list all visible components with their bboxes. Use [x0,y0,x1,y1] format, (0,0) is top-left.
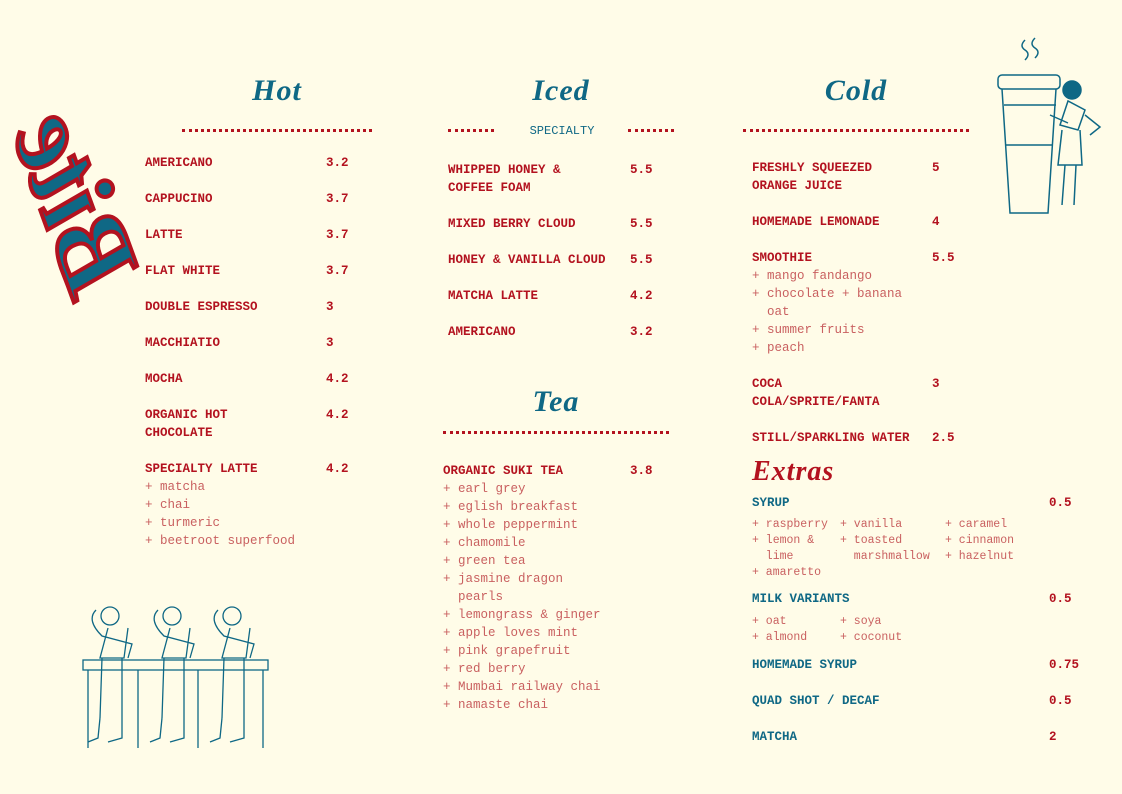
menu-item-price: 3 [326,300,334,314]
menu-item-name: DOUBLE ESPRESSO [145,300,258,314]
menu-item-price: 4.2 [630,289,653,303]
menu-item-name: FLAT WHITE [145,264,221,278]
divider [743,129,969,132]
menu-item-name: MATCHA [752,730,798,744]
extras-options: + raspberry + lemon & lime + amaretto [752,518,828,579]
coffee-cup-illustration [997,37,1102,214]
iced-title: Iced [532,74,590,107]
svg-text:Bite: Bite [0,96,157,312]
menu-item-price: 5 [932,161,940,175]
menu-item-name: MACCHIATIO [145,336,221,350]
divider [628,129,674,132]
menu-item-name: HOMEMADE LEMONADE [752,215,880,229]
menu-item-name: LATTE [145,228,183,242]
menu-item-price: 0.5 [1049,496,1072,510]
menu-item-price: 2.5 [932,431,955,445]
iced-subtitle: SPECIALTY [529,124,595,138]
menu-item-name: HOMEMADE SYRUP [752,658,858,672]
cold-title: Cold [824,74,888,107]
menu-item-name: MOCHA [145,372,183,386]
menu-item-price: 3.8 [630,464,653,478]
menu-item-name: SMOOTHIE [752,251,813,265]
menu-item-name: MILK VARIANTS [752,592,850,606]
extras-options: + soya + coconut [840,615,903,644]
menu-item-price: 3.2 [326,156,349,170]
extras-options: + vanilla + toasted marshmallow [840,518,930,563]
menu-item-price: 0.75 [1049,658,1080,672]
menu-item-name: ORGANIC SUKI TEA [443,464,564,478]
menu-item-price: 3 [932,377,940,391]
menu-item-price: 3.7 [326,228,349,242]
divider [443,431,669,434]
hot-title: Hot [252,74,302,107]
menu-item-price: 5.5 [630,217,653,231]
menu-item-options: + matcha + chai + turmeric + beetroot su… [145,480,296,548]
menu-item-price: 5.5 [630,253,653,267]
menu-item-options: + mango fandango + chocolate + banana oa… [752,269,903,355]
menu-item-price: 4.2 [326,462,349,476]
menu-item-price: 0.5 [1049,592,1072,606]
menu-item-price: 3 [326,336,334,350]
extras-options: + caramel + cinnamon + hazelnut [945,518,1015,563]
menu-item-options: + earl grey + eglish breakfast + whole p… [443,482,601,712]
menu-item-price: 4.2 [326,408,349,422]
menu-item-name: ORGANIC HOT CHOCOLATE [145,408,228,440]
divider [448,129,494,132]
menu-item-name: CAPPUCINO [145,192,213,206]
menu-item-name: FRESHLY SQUEEZED ORANGE JUICE [752,161,873,193]
menu-item-name: AMERICANO [448,325,516,339]
menu-item-name: SPECIALTY LATTE [145,462,258,476]
menu-item-price: 2 [1049,730,1057,744]
menu-item-name: HONEY & VANILLA CLOUD [448,253,606,267]
menu-item-name: COCA COLA/SPRITE/FANTA [752,377,880,409]
menu-item-name: QUAD SHOT / DECAF [752,694,880,708]
menu-item-price: 5.5 [932,251,955,265]
logo: Bite [0,37,168,314]
menu-item-name: STILL/SPARKLING WATER [752,431,910,445]
menu-item-price: 3.7 [326,264,349,278]
menu-item-price: 4 [932,215,940,229]
menu-item-name: MIXED BERRY CLOUD [448,217,576,231]
divider [182,129,372,132]
menu-item-name: WHIPPED HONEY & COFFEE FOAM [448,163,561,195]
menu-item-name: MATCHA LATTE [448,289,539,303]
menu-item-price: 5.5 [630,163,653,177]
people-illustration [82,606,269,748]
menu-item-name: SYRUP [752,496,790,510]
extras-options: + oat + almond [752,615,808,644]
menu-item-price: 3.7 [326,192,349,206]
menu-item-price: 0.5 [1049,694,1072,708]
menu-item-name: AMERICANO [145,156,213,170]
tea-title: Tea [532,385,580,418]
menu-item-price: 4.2 [326,372,349,386]
extras-title: Extras [752,456,835,487]
menu-item-price: 3.2 [630,325,653,339]
